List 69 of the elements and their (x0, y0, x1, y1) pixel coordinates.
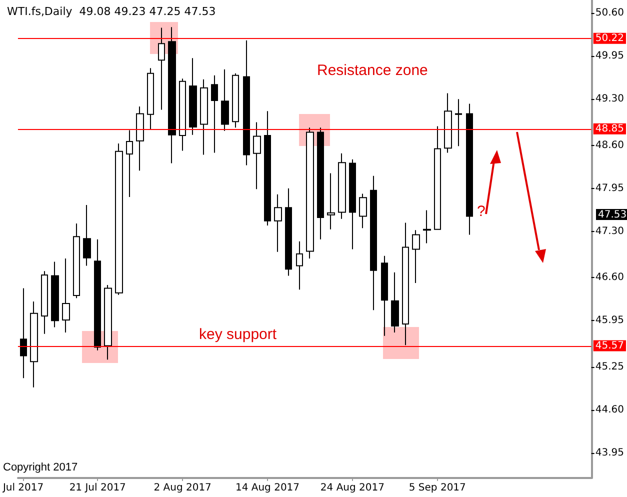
ref-line-label: 48.85 (595, 123, 624, 134)
candlestick (126, 130, 133, 198)
y-tick-label: 45.25 (595, 361, 624, 372)
candlestick (306, 127, 314, 260)
candlestick (381, 255, 388, 336)
ref-line-label: 50.22 (595, 32, 624, 44)
annotation: ? (477, 203, 486, 220)
y-tick-label: 49.30 (595, 94, 624, 105)
candlestick (62, 258, 70, 334)
text: 47.53 (598, 210, 627, 220)
candlestick (221, 68, 229, 132)
candlestick (317, 127, 324, 240)
candlestick (211, 74, 218, 154)
y-tick-label: 47.95 (595, 182, 624, 194)
candlestick (253, 122, 261, 190)
candlestick (434, 126, 441, 230)
x-tick-label: 24 Aug 2017 (320, 482, 384, 494)
annotation: Copyright 2017 (3, 462, 78, 474)
candlestick (444, 92, 452, 154)
candlestick (264, 110, 271, 226)
candlestick (412, 230, 420, 284)
y-tick-label: 44.60 (595, 404, 624, 416)
candlestick (147, 68, 154, 130)
candlestick (83, 204, 91, 266)
candlestick (168, 26, 176, 164)
y-tick-label: 48.60 (595, 140, 624, 151)
candlestick (189, 58, 197, 136)
candlestick (423, 210, 431, 244)
candlestick (104, 284, 112, 360)
candlestick (285, 188, 292, 276)
y-tick-label: 50.60 (595, 8, 624, 19)
x-tick-label: Jul 2017 (2, 482, 44, 494)
candlestick (391, 272, 399, 334)
candlestick (94, 238, 101, 351)
candlestick (349, 158, 356, 250)
candlestick (455, 98, 462, 147)
y-tick-label: 46.60 (595, 272, 624, 284)
candlestick (136, 106, 144, 172)
candlestick (327, 172, 335, 230)
y-tick-label: 47.30 (595, 226, 624, 237)
candlestick (73, 222, 80, 299)
ref-line-label: 45.57 (595, 340, 624, 352)
x-tick-label: 21 Jul 2017 (69, 482, 126, 494)
candlestick (370, 175, 377, 311)
y-tick-label: 49.95 (595, 50, 624, 62)
candlestick (20, 288, 27, 379)
x-tick-label: 14 Aug 2017 (235, 482, 300, 494)
y-tick-label: 45.95 (595, 315, 624, 326)
candlestick (402, 222, 409, 346)
candlestick (51, 261, 59, 328)
text: WTI.fs,Daily 49.08 49.23 47.25 47.53 (7, 5, 216, 18)
x-tick-label: 2 Aug 2017 (154, 482, 212, 494)
candlestick (41, 270, 48, 334)
candlestick (359, 193, 367, 229)
candlestick (232, 72, 239, 128)
annotation: Resistance zone (317, 62, 428, 79)
candlestick (115, 142, 123, 296)
y-tick-label: 43.95 (595, 447, 624, 458)
candlestick (243, 40, 250, 166)
candlestick (200, 78, 208, 156)
candlestick (30, 300, 38, 388)
candlestick (296, 240, 303, 290)
candlestick (338, 152, 346, 220)
x-tick-label: 5 Sep 2017 (408, 482, 466, 494)
candlestick (274, 194, 282, 252)
candlestick (466, 103, 473, 236)
candlestick (179, 78, 186, 152)
annotation: key support (199, 326, 278, 343)
candlestick (158, 27, 165, 110)
